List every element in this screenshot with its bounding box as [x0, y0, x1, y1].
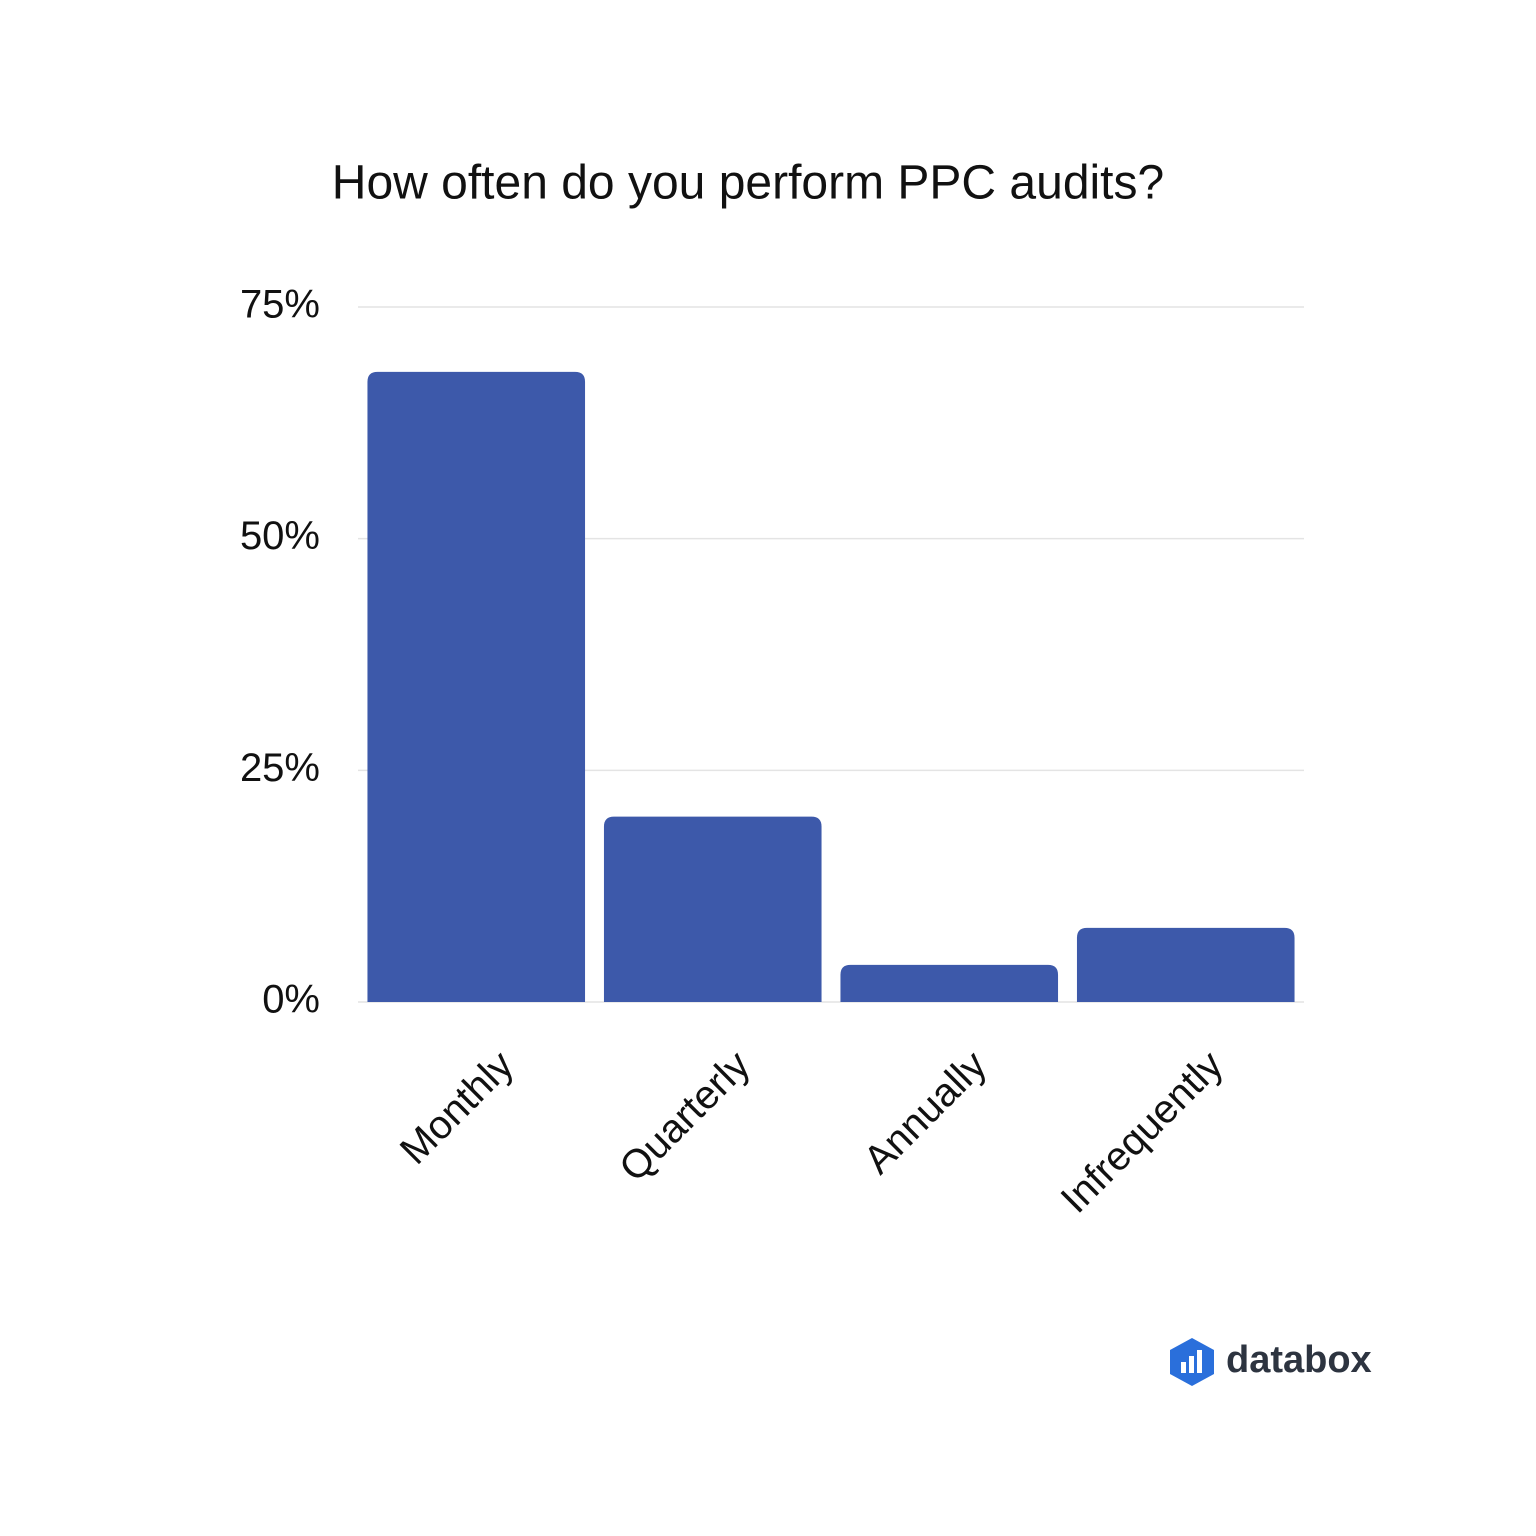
logo-icon-bar	[1181, 1362, 1186, 1373]
logo-icon-bar	[1189, 1356, 1194, 1373]
y-tick-label: 50%	[240, 514, 320, 558]
logo: databox	[1170, 1338, 1372, 1386]
y-tick-label: 75%	[240, 283, 320, 327]
bar	[367, 371, 586, 1002]
logo-text: databox	[1226, 1339, 1372, 1381]
logo-icon-bar	[1197, 1350, 1202, 1373]
y-tick-label: 0%	[262, 978, 320, 1022]
y-tick-label: 25%	[240, 746, 320, 790]
bar	[1076, 927, 1295, 1002]
bar	[603, 816, 822, 1002]
chart-title: How often do you perform PPC audits?	[332, 157, 1164, 210]
bar	[840, 964, 1059, 1002]
